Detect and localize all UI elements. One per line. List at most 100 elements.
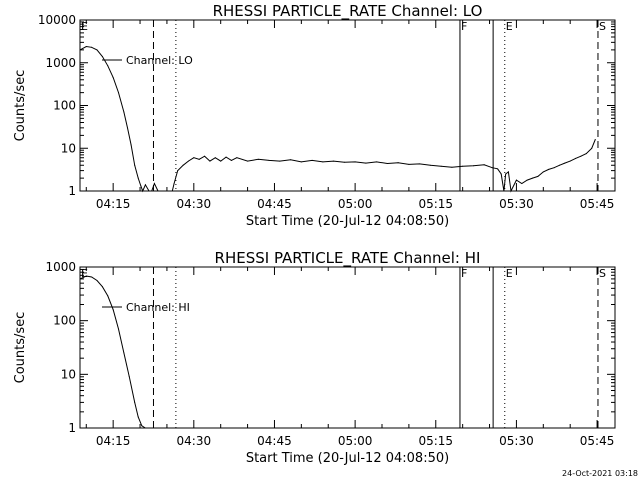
data-point — [198, 158, 200, 160]
data-point — [187, 160, 189, 162]
data-point — [112, 309, 114, 311]
y-tick-label: 1 — [68, 421, 76, 435]
data-point — [542, 171, 544, 173]
data-point — [564, 162, 566, 164]
data-point — [144, 184, 146, 186]
data-point — [101, 56, 103, 58]
data-point — [591, 147, 593, 149]
data-point — [166, 190, 168, 192]
x-axis-label: Start Time (20-Jul-12 04:08:50) — [246, 214, 449, 229]
y-tick-label: 1000 — [45, 56, 76, 70]
y-axis-label: Counts/sec — [13, 70, 28, 142]
event-marker-label: E — [81, 267, 88, 280]
data-point — [85, 45, 87, 47]
data-point — [85, 275, 87, 277]
data-point — [365, 162, 367, 164]
data-point — [483, 164, 485, 166]
event-marker-label: S — [599, 267, 606, 280]
x-tick-label: 04:15 — [96, 197, 131, 211]
data-point — [594, 139, 596, 141]
data-point — [137, 416, 139, 418]
data-point — [257, 158, 259, 160]
data-point — [118, 328, 120, 330]
x-tick-label: 05:45 — [580, 197, 615, 211]
data-point — [548, 168, 550, 170]
x-tick-label: 05:00 — [338, 434, 373, 448]
data-point — [408, 163, 410, 165]
data-point — [134, 164, 136, 166]
x-tick-label: 04:15 — [96, 434, 131, 448]
data-point — [126, 127, 128, 129]
data-point — [123, 352, 125, 354]
data-point — [153, 182, 155, 184]
data-point — [130, 144, 132, 146]
y-tick-label: 10 — [61, 141, 76, 155]
data-point — [225, 156, 227, 158]
data-point — [515, 179, 517, 181]
data-point — [311, 159, 313, 161]
data-point — [118, 92, 120, 94]
data-point — [333, 160, 335, 162]
data-point — [397, 162, 399, 164]
data-point — [204, 155, 206, 157]
data-point — [569, 160, 571, 162]
x-tick-label: 04:30 — [177, 197, 212, 211]
data-point — [91, 46, 93, 48]
data-point — [300, 161, 302, 163]
data-point — [157, 190, 159, 192]
data-point — [182, 164, 184, 166]
data-point — [79, 278, 81, 280]
x-tick-label: 05:45 — [580, 434, 615, 448]
data-point — [429, 164, 431, 166]
data-point — [553, 167, 555, 169]
data-point — [101, 286, 103, 288]
data-point — [532, 177, 534, 179]
data-point — [107, 295, 109, 297]
data-point — [107, 65, 109, 67]
x-tick-label: 05:15 — [418, 197, 453, 211]
data-point — [419, 163, 421, 165]
event-marker-label: E — [506, 20, 513, 33]
data-point — [585, 153, 587, 155]
series-line — [79, 275, 146, 429]
data-point — [451, 166, 453, 168]
x-tick-label: 05:00 — [338, 197, 373, 211]
data-point — [491, 167, 493, 169]
y-tick-label: 100 — [53, 314, 76, 328]
x-tick-label: 04:30 — [177, 434, 212, 448]
event-marker-label: E — [81, 20, 88, 33]
data-point — [580, 155, 582, 157]
data-point — [161, 190, 163, 192]
x-axis-label: Start Time (20-Jul-12 04:08:50) — [246, 451, 449, 466]
data-point — [128, 376, 130, 378]
y-tick-label: 1000 — [45, 260, 76, 274]
data-point — [322, 161, 324, 163]
data-point — [177, 170, 179, 172]
data-point — [236, 157, 238, 159]
data-point — [343, 161, 345, 163]
data-point — [173, 182, 175, 184]
data-point — [230, 159, 232, 161]
data-point — [137, 177, 139, 179]
data-point — [558, 164, 560, 166]
data-point — [526, 179, 528, 181]
event-marker-label: F — [461, 20, 467, 33]
data-point — [268, 159, 270, 161]
panel-lo-channel: RHESSI PARTICLE_RATE Channel: LO Counts/s… — [13, 2, 616, 229]
data-point — [214, 157, 216, 159]
data-point — [144, 427, 146, 429]
data-point — [279, 160, 281, 162]
plot-frame — [79, 19, 616, 192]
data-point — [376, 161, 378, 163]
data-point — [96, 280, 98, 282]
data-point — [141, 425, 143, 427]
data-point — [290, 159, 292, 161]
data-point — [171, 190, 173, 192]
series-line — [79, 45, 596, 193]
data-point — [123, 111, 125, 113]
data-point — [151, 190, 153, 192]
x-tick-label: 05:30 — [499, 434, 534, 448]
data-point — [575, 157, 577, 159]
x-tick-label: 05:15 — [418, 434, 453, 448]
